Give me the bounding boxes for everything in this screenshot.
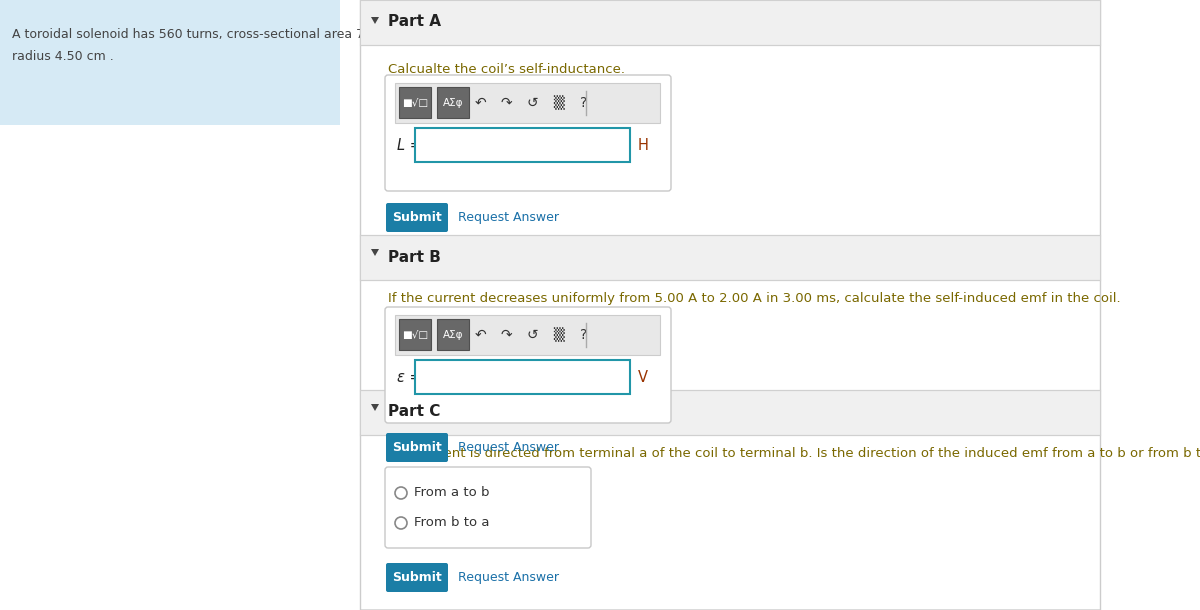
- Text: ↷: ↷: [500, 328, 512, 342]
- Text: ?: ?: [581, 328, 588, 342]
- Text: ↷: ↷: [500, 96, 512, 110]
- Circle shape: [395, 517, 407, 529]
- Text: ↶: ↶: [474, 328, 486, 342]
- FancyBboxPatch shape: [386, 433, 448, 462]
- Text: From a to b: From a to b: [414, 487, 490, 500]
- FancyBboxPatch shape: [385, 467, 592, 548]
- Bar: [395, 83, 660, 123]
- Text: V: V: [638, 370, 648, 384]
- Text: A toroidal solenoid has 560 turns, cross-sectional area 7.00 cm² , and mean: A toroidal solenoid has 560 turns, cross…: [12, 28, 487, 41]
- Text: Request Answer: Request Answer: [458, 571, 559, 584]
- Text: ε =: ε =: [397, 370, 421, 384]
- Text: Request Answer: Request Answer: [458, 211, 559, 224]
- Text: Part B: Part B: [388, 249, 440, 265]
- Text: From b to a: From b to a: [414, 517, 490, 529]
- Bar: [398, 87, 431, 118]
- Bar: [360, 0, 1100, 45]
- Text: ↺: ↺: [526, 96, 538, 110]
- Text: ▒: ▒: [553, 96, 563, 110]
- Bar: [415, 360, 630, 394]
- Polygon shape: [371, 404, 379, 411]
- Text: Calcualte the coil’s self-inductance.: Calcualte the coil’s self-inductance.: [388, 63, 625, 76]
- Text: ■√□: ■√□: [402, 330, 428, 340]
- Text: Part A: Part A: [388, 15, 442, 29]
- Text: Submit: Submit: [392, 441, 442, 454]
- Text: The current is directed from terminal a of the coil to terminal b. Is the direct: The current is directed from terminal a …: [388, 447, 1200, 460]
- Text: L =: L =: [397, 138, 422, 154]
- FancyBboxPatch shape: [386, 563, 448, 592]
- Text: If the current decreases uniformly from 5.00 A to 2.00 A in 3.00 ms, calculate t: If the current decreases uniformly from …: [388, 292, 1121, 305]
- Text: Submit: Submit: [392, 571, 442, 584]
- FancyBboxPatch shape: [386, 203, 448, 232]
- Text: H: H: [638, 137, 649, 152]
- Bar: [398, 319, 431, 350]
- Text: Submit: Submit: [392, 211, 442, 224]
- Bar: [437, 87, 469, 118]
- Text: ■√□: ■√□: [402, 98, 428, 108]
- Circle shape: [395, 487, 407, 499]
- Text: Request Answer: Request Answer: [458, 441, 559, 454]
- Bar: [395, 315, 660, 355]
- Bar: [388, 205, 446, 230]
- Bar: [360, 390, 1100, 435]
- FancyBboxPatch shape: [385, 75, 671, 191]
- Bar: [0, 0, 340, 125]
- Text: ↺: ↺: [526, 328, 538, 342]
- Text: ?: ?: [581, 96, 588, 110]
- Bar: [360, 235, 1100, 280]
- FancyBboxPatch shape: [385, 307, 671, 423]
- Polygon shape: [371, 249, 379, 256]
- Text: ▒: ▒: [553, 328, 563, 342]
- Text: ↶: ↶: [474, 96, 486, 110]
- Text: radius 4.50 cm .: radius 4.50 cm .: [12, 50, 114, 63]
- Bar: [415, 128, 630, 162]
- Text: ΑΣφ: ΑΣφ: [443, 98, 463, 108]
- Polygon shape: [371, 17, 379, 24]
- Text: Part C: Part C: [388, 404, 440, 420]
- Bar: [437, 319, 469, 350]
- Text: ΑΣφ: ΑΣφ: [443, 330, 463, 340]
